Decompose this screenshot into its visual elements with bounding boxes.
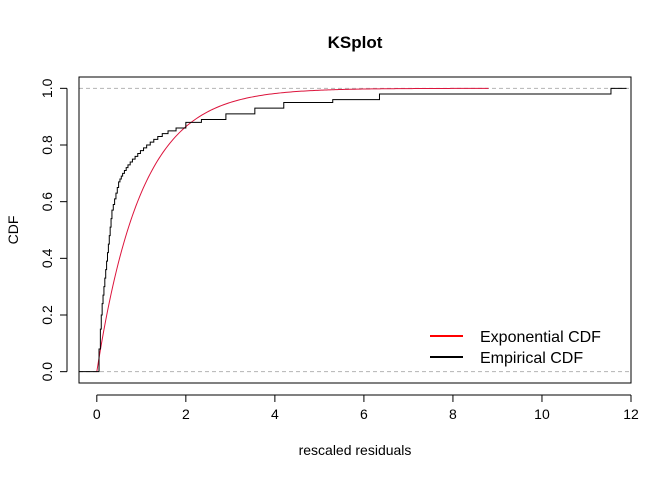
x-tick-label: 12 — [623, 406, 639, 422]
y-axis: 0.0 0.2 0.4 0.6 0.8 1.0 — [39, 78, 68, 382]
x-axis-label: rescaled residuals — [299, 442, 412, 458]
x-tick-label: 4 — [271, 406, 279, 422]
y-tick-label: 0.8 — [39, 135, 55, 155]
y-tick-label: 0.6 — [39, 192, 55, 212]
x-tick-label: 10 — [534, 406, 550, 422]
legend: Exponential CDF Empirical CDF — [430, 329, 601, 367]
y-tick-label: 0.0 — [39, 362, 55, 382]
series-line-1 — [79, 87, 627, 373]
series-layer — [79, 87, 627, 373]
reference-lines — [79, 87, 631, 373]
x-tick-label: 8 — [449, 406, 457, 422]
series-line-0 — [96, 87, 489, 372]
x-tick-label: 2 — [182, 406, 190, 422]
chart-title: KSplot — [328, 33, 383, 52]
legend-label-exponential: Exponential CDF — [480, 329, 601, 346]
x-tick-label: 0 — [93, 406, 101, 422]
plot-box — [78, 76, 632, 384]
x-tick-label: 6 — [360, 406, 368, 422]
legend-label-empirical: Empirical CDF — [480, 350, 583, 367]
y-tick-label: 0.2 — [39, 305, 55, 325]
x-axis: 0 2 4 6 8 10 12 — [93, 394, 639, 422]
y-tick-label: 1.0 — [39, 78, 55, 98]
y-axis-label: CDF — [5, 216, 21, 245]
y-tick-label: 0.4 — [39, 248, 55, 268]
